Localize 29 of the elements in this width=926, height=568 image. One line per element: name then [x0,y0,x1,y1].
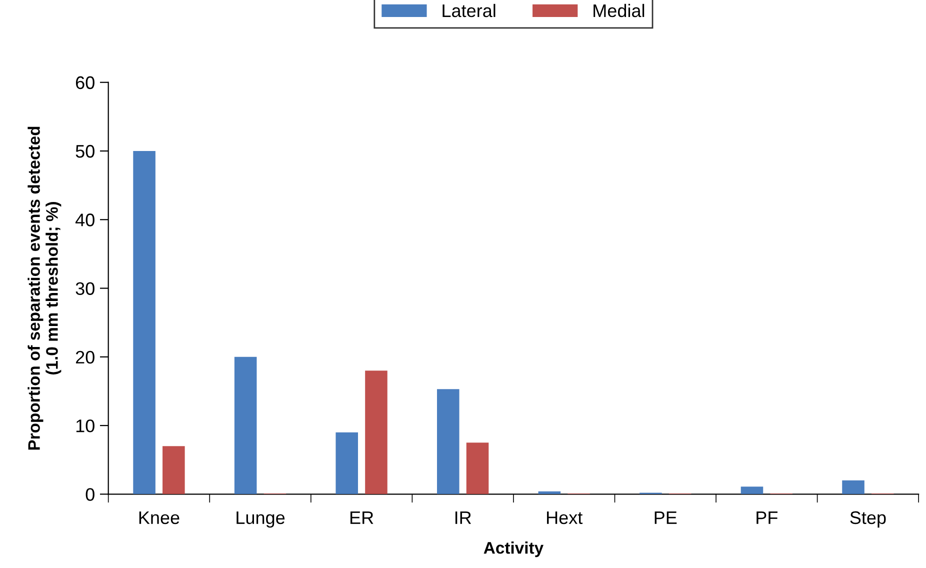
bar [437,389,460,494]
bar [133,150,156,494]
y-tick-label: 20 [76,350,94,364]
bar [466,442,489,494]
bar [336,432,358,494]
bar [740,486,764,494]
y-axis-title: Proportion of separation events detected (1.0 mm threshold; %) [28,126,62,450]
x-tick-label: Hext [547,511,583,524]
y-tick-label: 40 [75,214,94,226]
y-tick-label: 10 [76,419,94,432]
x-tick-label: Knee [139,511,180,524]
y-tick-label: 50 [76,144,94,158]
y-tick-label: 60 [76,76,94,90]
x-tick-label: PE [654,511,677,524]
x-tick-label: Lunge [236,511,285,528]
legend-label: Medial [594,4,644,18]
legend-label: Lateral [442,4,496,18]
x-tick-label: PF [756,511,778,524]
bar [162,446,185,494]
x-tick-label: ER [350,511,374,524]
x-tick-label: Step [850,511,886,528]
x-axis-title: Activity [484,542,544,558]
bar [234,356,257,494]
bar [538,491,561,494]
y-tick-label: 0 [86,488,94,501]
bar [842,480,864,494]
y-tick-label: 30 [76,282,94,295]
bar [365,370,388,494]
x-tick-label: IR [455,511,472,524]
